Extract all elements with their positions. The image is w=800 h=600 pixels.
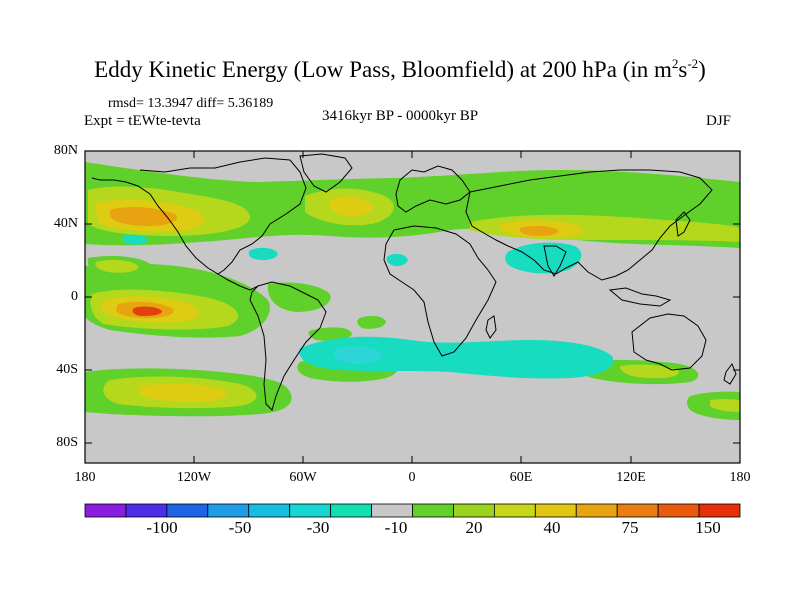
coastline-japan bbox=[675, 211, 691, 237]
colorbar-label: 20 bbox=[465, 518, 483, 537]
colorbar-box bbox=[248, 503, 291, 518]
lat-label-40s: 40S bbox=[56, 362, 78, 377]
colorbar-box bbox=[166, 503, 209, 518]
stats-label: rmsd= 13.3947 diff= 5.36189 bbox=[108, 96, 274, 111]
colorbar-box bbox=[84, 503, 127, 518]
coastline-madagascar bbox=[485, 315, 497, 339]
lon-label-180w: 180 bbox=[74, 470, 96, 485]
contour-green-equatorial-atlantic bbox=[357, 315, 386, 329]
colorbar-label: 150 bbox=[695, 518, 721, 537]
contour-yellowgreen-south-indian bbox=[620, 364, 679, 379]
coastline-new-zealand bbox=[723, 362, 737, 385]
contour-cyan-north-pacific bbox=[248, 247, 278, 261]
map-field bbox=[85, 151, 740, 463]
lon-label-60w: 60W bbox=[289, 470, 317, 485]
lon-label-120w: 120W bbox=[176, 470, 212, 485]
lon-label-120e: 120E bbox=[616, 470, 646, 485]
contour-cyan-south-atlantic-indian bbox=[299, 336, 614, 379]
plot-title: Eddy Kinetic Energy (Low Pass, Bloomfiel… bbox=[94, 56, 706, 82]
lon-label-180e: 180 bbox=[729, 470, 751, 485]
coastline-central-america bbox=[217, 273, 259, 291]
contour-yellowgreen-north-pacific-lobe bbox=[95, 259, 139, 273]
period-label: 3416kyr BP - 0000kyr BP bbox=[322, 108, 479, 124]
lat-label-80s: 80S bbox=[56, 435, 78, 450]
colorbar-box bbox=[125, 503, 168, 518]
lat-label-40n: 40N bbox=[53, 216, 78, 231]
lon-label-60e: 60E bbox=[509, 470, 533, 485]
colorbar bbox=[84, 503, 741, 518]
colorbar-box bbox=[698, 503, 741, 518]
colorbar-box bbox=[371, 503, 413, 518]
lon-label-0: 0 bbox=[408, 470, 416, 485]
contour-green-southwest-pacific bbox=[85, 395, 110, 412]
coastlines bbox=[91, 153, 737, 411]
colorbar-label: -30 bbox=[306, 518, 330, 537]
contour-orange-pacific bbox=[110, 207, 178, 226]
coastline-north-america bbox=[91, 157, 307, 275]
contour-green-south-atlantic-tropics bbox=[308, 327, 352, 341]
coastline-southeast-asia-islands bbox=[608, 287, 672, 307]
colorbar-box bbox=[493, 503, 536, 518]
coastline-europe bbox=[395, 165, 471, 213]
contour-red-tropical-pacific bbox=[132, 306, 162, 316]
coastline-africa bbox=[383, 225, 497, 357]
coastline-india bbox=[543, 245, 567, 277]
contour-green-south-america bbox=[267, 282, 331, 312]
contour-lightcyan-south-atlantic bbox=[333, 346, 381, 364]
contour-yellow-south bbox=[140, 383, 227, 402]
colorbar-box bbox=[330, 503, 372, 518]
contour-yellow-atlantic bbox=[329, 196, 373, 217]
experiment-label: Expt = tEWte-tevta bbox=[84, 113, 201, 129]
contour-yellowgreen-southeast bbox=[710, 399, 740, 412]
colorbar-box bbox=[616, 503, 659, 518]
contour-orange-asia bbox=[519, 225, 559, 236]
colorbar-box bbox=[453, 503, 495, 518]
colorbar-box bbox=[657, 503, 700, 518]
colorbar-box bbox=[412, 503, 454, 518]
coastline-greenland bbox=[299, 153, 353, 193]
colorbar-box bbox=[534, 503, 577, 518]
coastline-australia bbox=[631, 313, 707, 371]
colorbar-box bbox=[289, 503, 332, 518]
colorbar-label: 75 bbox=[621, 518, 639, 537]
contour-cyan-eastern-pacific bbox=[122, 234, 148, 245]
colorbar-label: -10 bbox=[384, 518, 408, 537]
colorbar-box bbox=[207, 503, 250, 518]
colorbar-box bbox=[575, 503, 618, 518]
contour-cyan-north-atlantic bbox=[386, 253, 408, 267]
axis-ticks bbox=[85, 150, 740, 463]
coastline-south-america bbox=[249, 281, 327, 411]
colorbar-label: 40 bbox=[543, 518, 561, 537]
season-label: DJF bbox=[706, 113, 732, 129]
colorbar-label: -100 bbox=[146, 518, 178, 537]
coastline-asia bbox=[465, 169, 713, 281]
colorbar-label: -50 bbox=[228, 518, 252, 537]
contour-yellowgreen-eastasia bbox=[639, 222, 706, 239]
lat-label-0: 0 bbox=[71, 289, 78, 304]
lat-label-80n: 80N bbox=[53, 143, 78, 158]
